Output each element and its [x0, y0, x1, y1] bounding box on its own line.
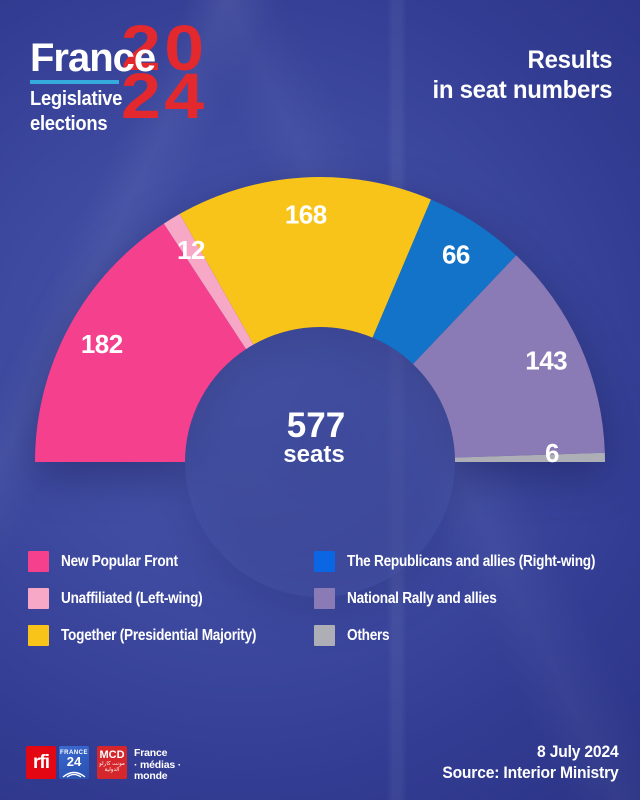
brand-year-line1: 20 [121, 12, 208, 84]
legend-item-unaffiliated-left-wing: Unaffiliated (Left-wing) [28, 588, 283, 609]
brand-tagline-line2: elections [30, 113, 108, 135]
legend-label-new-popular-front: New Popular Front [61, 552, 178, 570]
legend-column-right: The Republicans and allies (Right-wing) N… [314, 551, 629, 662]
source-credit: Source: Interior Ministry [441, 763, 618, 782]
segment-new-popular-front [35, 223, 247, 462]
segment-value-others: 6 [545, 438, 559, 468]
mcd-logo-arabic-line2: الدولية [104, 767, 120, 773]
legend-swatch-the-republicans-and-allies-right-wing [314, 551, 335, 572]
legend-item-together-presidential-majority: Together (Presidential Majority) [28, 625, 283, 646]
rfi-logo-text: rfi [33, 752, 50, 773]
page-title: Results in seat numbers [432, 45, 612, 105]
legend-swatch-new-popular-front [28, 551, 49, 572]
legend-item-the-republicans-and-allies-right-wing: The Republicans and allies (Right-wing) [314, 551, 629, 572]
brand-underline [30, 80, 119, 84]
fmm-line3: monde [134, 770, 168, 782]
mcd-logo: MCD مونت كارلو الدولية [97, 746, 127, 779]
brand-logo: 20 24 France Legislative elections [0, 0, 260, 150]
segment-others [454, 452, 605, 462]
france24-logo-text: FRANCE [60, 750, 88, 756]
mcd-logo-arabic-line1: مونت كارلو [99, 761, 125, 767]
segment-the-republicans-and-allies-right-wing [372, 199, 517, 365]
legend-swatch-together-presidential-majority [28, 625, 49, 646]
segment-unaffiliated-left-wing [163, 213, 254, 350]
segment-national-rally-and-allies [412, 255, 605, 458]
legend-item-others: Others [314, 625, 629, 646]
legend-swatch-others [314, 625, 335, 646]
brand-tagline: Legislative elections [30, 87, 122, 137]
brand-year: 20 24 [121, 12, 208, 132]
segment-value-national-rally-and-allies: 143 [525, 345, 567, 375]
publisher-logos: rfi FRANCE 24 MCD مونت كارلو الدولية Fra… [26, 746, 181, 783]
france24-logo-number: 24 [66, 754, 82, 769]
legend-item-new-popular-front: New Popular Front [28, 551, 283, 572]
segment-together-presidential-majority [179, 177, 432, 345]
segment-value-unaffiliated-left-wing: 12 [177, 235, 205, 265]
legend-label-national-rally-and-allies: National Rally and allies [347, 589, 497, 607]
legend-label-the-republicans-and-allies-right-wing: The Republicans and allies (Right-wing) [347, 552, 596, 570]
france24-logo: FRANCE 24 [59, 746, 89, 779]
france24-swirl-icon [62, 771, 86, 778]
segment-value-new-popular-front: 182 [81, 329, 123, 359]
total-seats-unit: seats [283, 441, 344, 468]
brand-year-line2: 24 [121, 60, 208, 132]
total-seats-value: 577 [287, 406, 345, 445]
footer-note: 8 July 2024 Source: Interior Ministry [442, 741, 618, 783]
segment-value-together-presidential-majority: 168 [285, 199, 327, 229]
page-title-line1: Results [527, 46, 612, 74]
fmm-line1: France [134, 747, 168, 759]
legend-column-left: New Popular Front Unaffiliated (Left-wing… [28, 551, 283, 662]
donut-hole [185, 327, 455, 597]
page-title-line2: in seat numbers [432, 76, 612, 104]
legend-label-others: Others [347, 626, 390, 644]
france-medias-monde-logo: France médias monde [134, 746, 181, 783]
brand-name: France [30, 36, 156, 80]
rfi-logo: rfi [26, 746, 56, 779]
segment-value-the-republicans-and-allies-right-wing: 66 [442, 240, 470, 270]
brand-tagline-line1: Legislative [30, 88, 123, 110]
publish-date: 8 July 2024 [536, 742, 619, 761]
legend-label-together-presidential-majority: Together (Presidential Majority) [61, 626, 257, 644]
legend-item-national-rally-and-allies: National Rally and allies [314, 588, 629, 609]
legend-swatch-unaffiliated-left-wing [28, 588, 49, 609]
fmm-line2: médias [134, 759, 181, 772]
legend-swatch-national-rally-and-allies [314, 588, 335, 609]
legend-label-unaffiliated-left-wing: Unaffiliated (Left-wing) [61, 589, 203, 607]
mcd-logo-text: MCD [99, 749, 125, 761]
